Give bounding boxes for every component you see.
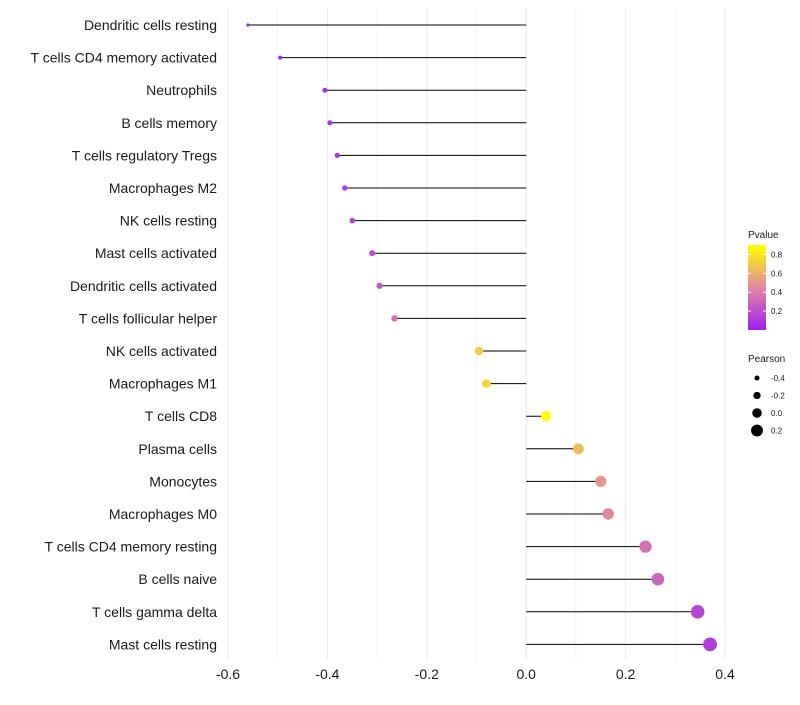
category-label: B cells naive <box>138 571 217 587</box>
lollipop-point <box>482 379 491 388</box>
category-label: B cells memory <box>121 115 217 131</box>
lollipop-point <box>572 443 584 455</box>
legend: Pvalue 0.8 0.6 0.4 0.2 Pearson -0.4 -0.2 0.0 0… <box>748 230 785 437</box>
color-legend-tick-label: 0.4 <box>771 288 783 297</box>
category-label: Dendritic cells resting <box>84 17 217 33</box>
category-labels: Dendritic cells resting T cells CD4 memor… <box>31 17 218 652</box>
category-label: NK cells resting <box>120 213 217 229</box>
category-label: Neutrophils <box>146 82 217 98</box>
size-legend-dot <box>753 391 761 400</box>
lollipop-point <box>639 540 652 553</box>
category-label: T cells gamma delta <box>92 604 217 620</box>
lollipop-point <box>602 508 614 520</box>
lollipop-point <box>690 605 705 619</box>
color-legend-tick-label: 0.8 <box>771 250 783 259</box>
size-legend-label: 0.0 <box>771 409 783 418</box>
stem-layer <box>247 24 711 645</box>
size-legend-label: 0.2 <box>771 427 783 436</box>
color-legend-tick-label: 0.2 <box>771 307 783 316</box>
grid-layer <box>227 8 726 660</box>
lollipop-point <box>334 152 340 159</box>
color-legend-title: Pvalue <box>748 230 779 241</box>
lollipop-point <box>376 282 383 289</box>
category-label: T cells CD4 memory activated <box>31 50 217 66</box>
size-legend-label: -0.4 <box>771 374 785 383</box>
category-label: T cells follicular helper <box>79 310 218 326</box>
lollipop-point <box>595 475 607 488</box>
category-label: Dendritic cells activated <box>70 278 217 294</box>
category-label: Macrophages M0 <box>109 506 217 522</box>
size-legend-title: Pearson <box>748 354 785 365</box>
point-layer <box>246 23 717 652</box>
lollipop-point <box>369 250 376 257</box>
category-label: Mast cells activated <box>95 245 217 261</box>
category-label: Mast cells resting <box>109 636 217 652</box>
x-tick-label: 0.4 <box>715 666 735 682</box>
x-tick-label: -0.4 <box>315 666 339 682</box>
category-label: Macrophages M2 <box>109 180 217 196</box>
lollipop-point <box>327 120 333 126</box>
size-legend-items: -0.4 -0.2 0.0 0.2 <box>751 374 785 437</box>
category-label: Macrophages M1 <box>109 376 217 392</box>
category-label: Monocytes <box>149 473 217 489</box>
x-tick-label: 0.2 <box>616 666 636 682</box>
lollipop-point <box>246 23 250 27</box>
category-label: T cells CD8 <box>145 408 217 424</box>
x-tick-label: -0.6 <box>216 666 240 682</box>
lollipop-point <box>349 217 356 224</box>
lollipop-point <box>474 346 484 356</box>
color-legend-ticks: 0.8 0.6 0.4 0.2 <box>748 250 783 316</box>
lollipop-point <box>322 87 328 93</box>
lollipop-point <box>391 315 398 322</box>
category-label: T cells CD4 memory resting <box>45 539 217 555</box>
lollipop-point <box>541 411 552 422</box>
color-legend-tick-label: 0.6 <box>771 269 783 278</box>
size-legend-label: -0.2 <box>771 392 785 401</box>
category-label: Plasma cells <box>138 441 217 457</box>
lollipop-point <box>342 185 348 191</box>
lollipop-point <box>703 637 717 652</box>
color-legend-bar <box>748 245 766 330</box>
lollipop-point <box>651 572 665 586</box>
x-tick-label: 0.0 <box>516 666 536 682</box>
size-legend-dot <box>754 375 760 381</box>
lollipop-point <box>278 55 283 60</box>
x-axis-tick-labels: -0.6 -0.4 -0.2 0.0 0.2 0.4 <box>216 666 735 682</box>
category-label: NK cells activated <box>106 343 217 359</box>
category-label: T cells regulatory Tregs <box>72 147 217 163</box>
x-tick-label: -0.2 <box>415 666 439 682</box>
size-legend-dot <box>751 424 763 437</box>
size-legend-dot <box>752 408 762 418</box>
